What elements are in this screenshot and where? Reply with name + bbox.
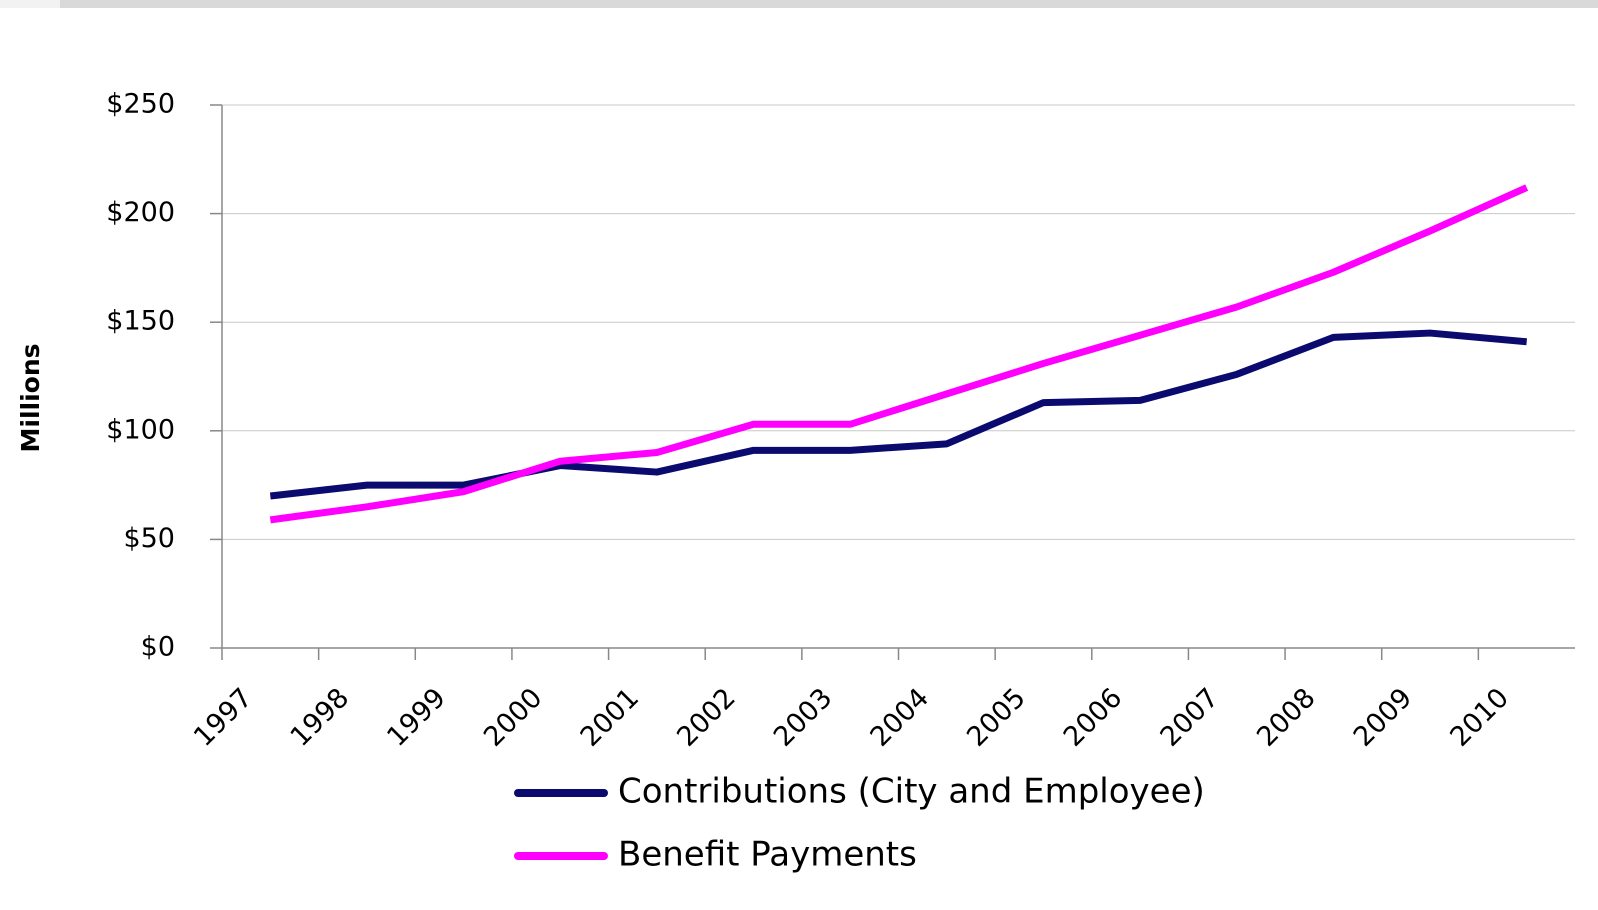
y-tick-label: $150 <box>106 306 175 337</box>
x-tick-label: 2000 <box>478 682 549 753</box>
series-line <box>269 184 1529 524</box>
x-tick-label: 2008 <box>1251 682 1322 753</box>
x-tick-label: 2010 <box>1444 682 1515 753</box>
y-tick-label: $250 <box>106 89 175 120</box>
x-tick-label: 2001 <box>575 682 646 753</box>
x-tick-label: 2006 <box>1058 682 1129 753</box>
x-tick-label: 2007 <box>1154 682 1225 753</box>
y-tick-label: $0 <box>141 632 175 663</box>
x-tick-label: 2002 <box>671 682 742 753</box>
x-tick-label: 2004 <box>865 682 936 753</box>
y-tick-label: $200 <box>106 197 175 228</box>
y-tick-label: $50 <box>123 523 175 554</box>
x-tick-label: 2003 <box>768 682 839 753</box>
series-line <box>269 329 1527 500</box>
x-tick-label: 2005 <box>961 682 1032 753</box>
x-tick-label: 1997 <box>188 682 259 753</box>
x-tick-label: 1998 <box>285 682 356 753</box>
legend-label: Benefit Payments <box>618 835 917 875</box>
legend-label: Contributions (City and Employee) <box>618 772 1205 812</box>
top-bar-left <box>0 0 60 8</box>
x-tick-label: 2009 <box>1348 682 1419 753</box>
x-tick-label: 1999 <box>381 682 452 753</box>
y-tick-label: $100 <box>106 414 175 445</box>
top-bar <box>0 0 1598 8</box>
y-axis-label: Millions <box>16 343 45 452</box>
